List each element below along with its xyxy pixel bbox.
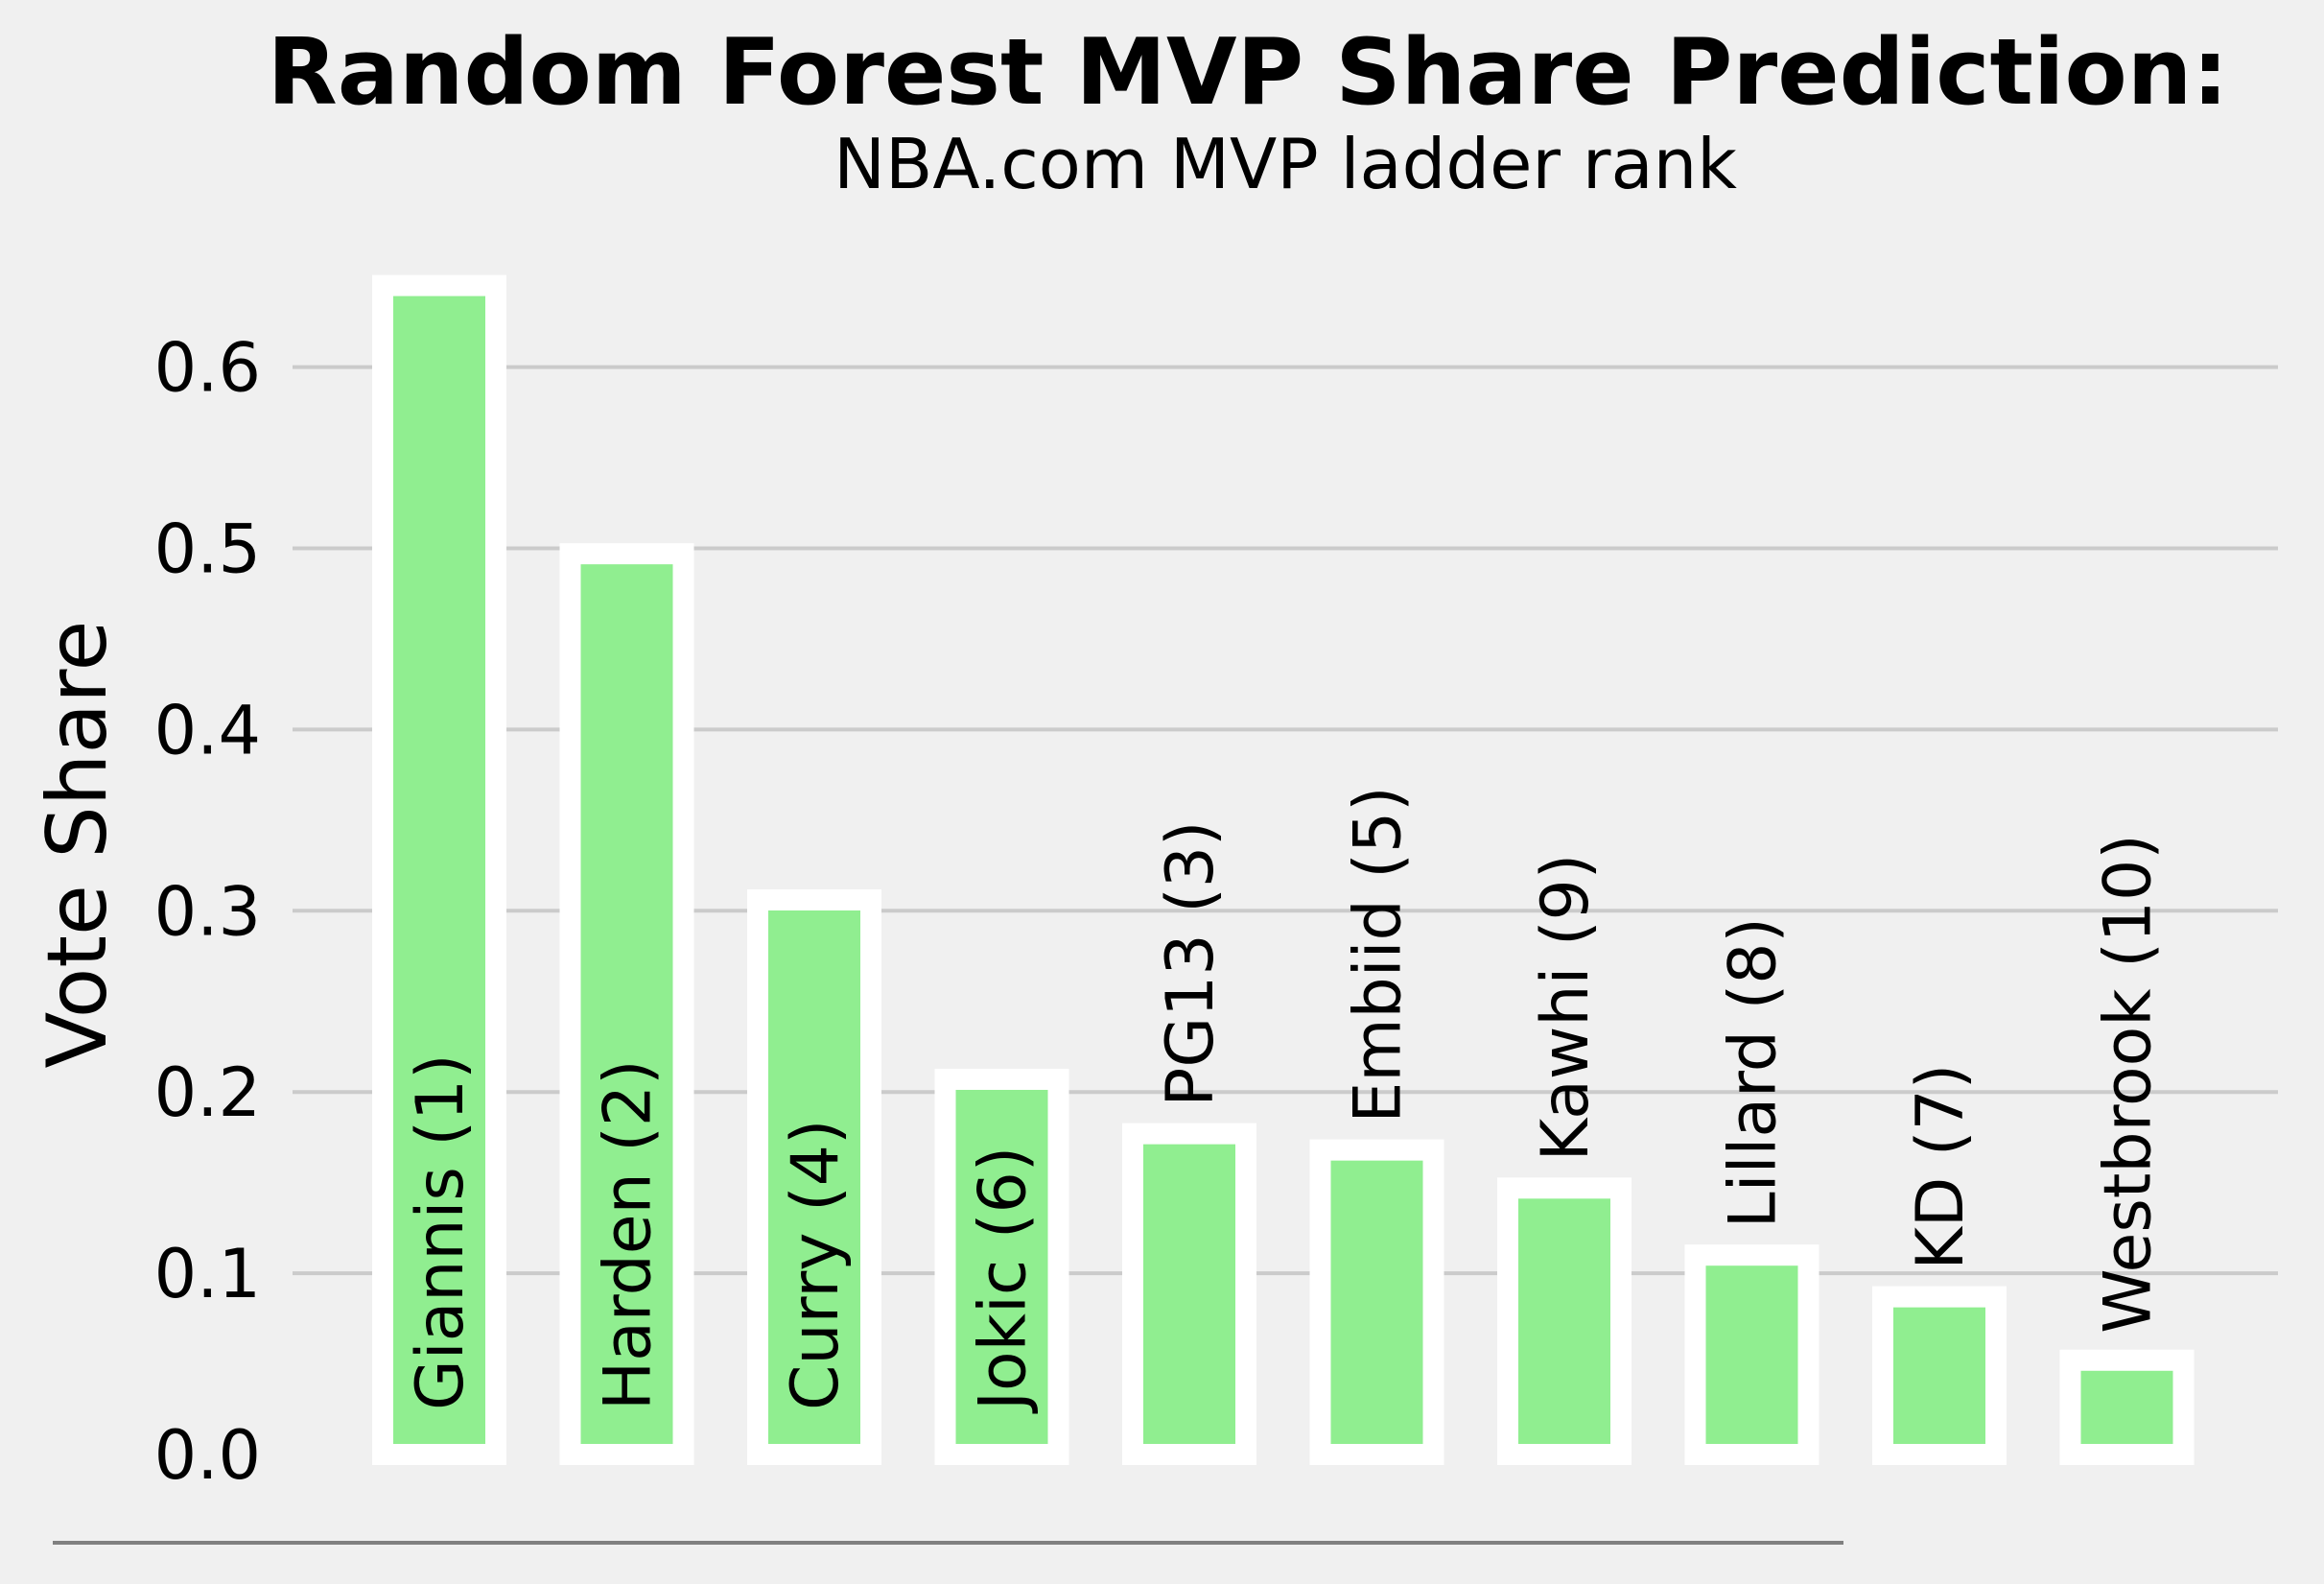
bars — [372, 274, 2195, 1466]
bar — [1309, 1139, 1444, 1465]
y-tick-labels: 0.0 0.1 0.2 0.3 0.4 0.5 0.6 — [154, 329, 261, 1495]
bar-label: Curry (4) — [778, 1120, 854, 1410]
bar-label: Harden (2) — [591, 1059, 667, 1410]
bar — [1684, 1244, 1819, 1465]
bar — [559, 543, 694, 1465]
bar-label: Kawhi (9) — [1528, 854, 1604, 1162]
bar-label: Embiid (5) — [1341, 786, 1417, 1123]
bar — [372, 274, 506, 1466]
y-axis-label: Vote Share — [30, 621, 126, 1069]
y-tick-label: 0.3 — [154, 872, 261, 951]
bar-label: Jokic (6) — [966, 1147, 1042, 1414]
y-tick-label: 0.5 — [154, 510, 261, 589]
bar-labels: Giannis (1) Harden (2) Curry (4) Jokic (6) P… — [403, 786, 2167, 1414]
bar — [1497, 1177, 1631, 1466]
chart-subtitle: NBA.com MVP ladder rank — [833, 124, 1737, 204]
y-tick-label: 0.2 — [154, 1053, 261, 1132]
bar — [2059, 1349, 2195, 1465]
y-tick-label: 0.4 — [154, 691, 261, 769]
bar-label: Westbrook (10) — [2091, 834, 2167, 1334]
y-tick-label: 0.0 — [154, 1416, 261, 1495]
bar — [1122, 1123, 1256, 1465]
y-tick-label: 0.1 — [154, 1235, 261, 1313]
bar — [934, 1068, 1069, 1466]
bar-label: PG13 (3) — [1153, 820, 1229, 1106]
bar-label: KD (7) — [1903, 1064, 1979, 1270]
bar-label: Giannis (1) — [403, 1053, 479, 1410]
bar-label: Lillard (8) — [1716, 917, 1792, 1228]
y-tick-label: 0.6 — [154, 329, 261, 408]
bar — [1872, 1286, 2007, 1465]
bar — [747, 888, 881, 1465]
chart-title: Random Forest MVP Share Prediction: — [268, 20, 2229, 126]
